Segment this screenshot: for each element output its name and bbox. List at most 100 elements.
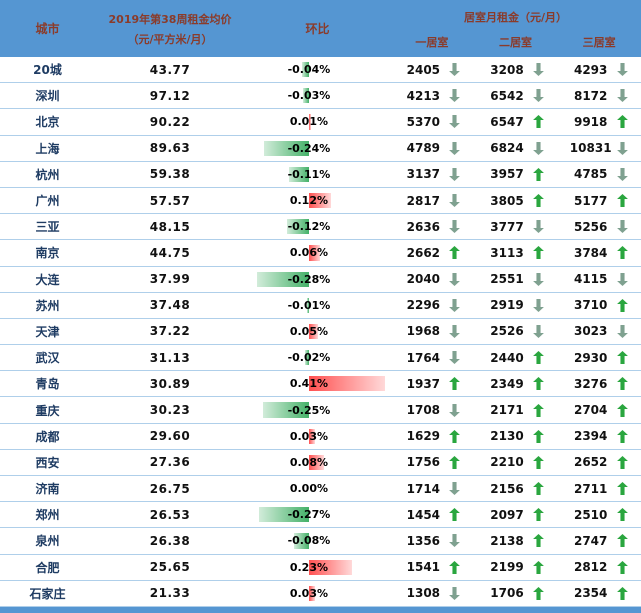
room3-rent: 3784 — [573, 245, 608, 260]
room2-rent: 2156 — [490, 481, 524, 496]
room3-cell: 2704 — [557, 403, 641, 417]
room2-cell: 2171 — [474, 403, 558, 417]
city-name: 泉州 — [35, 534, 60, 549]
city-name: 济南 — [35, 482, 60, 497]
room2-rent: 6547 — [490, 114, 524, 129]
room2-rent: 1706 — [490, 586, 524, 601]
room1-rent: 1714 — [406, 481, 441, 496]
room2-cell: 2440 — [474, 351, 558, 365]
wow-bar-area: 0.41% — [257, 375, 385, 392]
avg-rent-price: 30.89 — [149, 376, 191, 391]
up-arrow-icon — [530, 534, 547, 548]
room1-rent: 1629 — [406, 429, 441, 444]
room2-rent: 6542 — [490, 88, 524, 103]
down-arrow-icon — [446, 298, 463, 312]
city-name: 重庆 — [35, 403, 60, 418]
up-arrow-icon — [614, 482, 631, 496]
wow-cell: 0.08% — [245, 450, 390, 475]
city-name: 20城 — [33, 63, 62, 78]
city-name: 成都 — [35, 429, 60, 444]
wow-label: -0.27% — [287, 508, 331, 522]
avg-rent-price: 26.38 — [149, 533, 191, 548]
city-name: 石家庄 — [29, 586, 66, 601]
room1-rent: 1308 — [406, 586, 441, 601]
wow-label: 0.03% — [289, 586, 329, 600]
avg-rent-price: 30.23 — [149, 403, 191, 418]
room1-cell: 3137 — [390, 167, 474, 181]
table-row: 成都 29.60 0.03% 1629 2130 2394 — [0, 423, 641, 450]
down-arrow-icon — [446, 586, 463, 600]
wow-bar — [257, 271, 309, 287]
table-row: 西安 27.36 0.08% 1756 2210 2652 — [0, 449, 641, 476]
wow-label: -0.02% — [287, 351, 331, 365]
wow-label: 0.01% — [289, 115, 329, 129]
header-avg-price-line1: 2019年第38周租金均价 — [108, 12, 232, 26]
bottom-strip — [0, 606, 641, 613]
city-name: 苏州 — [35, 298, 60, 313]
table-row: 南京 44.75 0.06% 2662 3113 3784 — [0, 240, 641, 267]
room1-rent: 3137 — [406, 167, 441, 182]
wow-bar-area: -0.08% — [257, 532, 385, 549]
wow-cell: -0.04% — [245, 57, 390, 82]
header-avg-price-line2: （元/平方米/月） — [127, 32, 213, 46]
room3-rent: 3023 — [573, 324, 608, 339]
avg-rent-price: 26.75 — [149, 481, 191, 496]
room1-cell: 4789 — [390, 141, 474, 155]
wow-cell: -0.01% — [245, 293, 390, 318]
room1-rent: 2405 — [406, 62, 441, 77]
up-arrow-icon — [614, 194, 631, 208]
city-name: 北京 — [35, 115, 60, 130]
avg-rent-price: 43.77 — [149, 62, 191, 77]
wow-cell: 0.23% — [245, 555, 390, 580]
wow-bar-area: 0.05% — [257, 323, 385, 340]
down-arrow-icon — [530, 63, 547, 77]
room3-rent: 2930 — [573, 350, 608, 365]
room2-rent: 6824 — [490, 141, 524, 156]
down-arrow-icon — [530, 220, 547, 234]
avg-rent-price: 57.57 — [149, 193, 191, 208]
room3-rent: 2812 — [573, 560, 608, 575]
city-name: 广州 — [35, 194, 60, 209]
room2-rent: 2526 — [490, 324, 524, 339]
room1-rent: 1708 — [406, 403, 441, 418]
avg-rent-price: 37.99 — [149, 272, 191, 287]
wow-cell: 0.05% — [245, 319, 390, 344]
room3-rent: 5256 — [573, 219, 608, 234]
city-name: 三亚 — [35, 220, 60, 235]
room2-cell: 2210 — [474, 455, 558, 469]
wow-bar-area: 0.03% — [257, 585, 385, 602]
wow-label: 0.00% — [289, 482, 329, 496]
avg-rent-price: 29.60 — [149, 429, 191, 444]
room2-cell: 2551 — [474, 272, 558, 286]
room1-cell: 2296 — [390, 298, 474, 312]
down-arrow-icon — [530, 324, 547, 338]
down-arrow-icon — [530, 298, 547, 312]
wow-label: 0.12% — [289, 194, 329, 208]
table-row: 苏州 37.48 -0.01% 2296 2919 3710 — [0, 292, 641, 319]
header-rooms-group: 居室月租金（元/月） 一居室 二居室 三居室 — [390, 0, 641, 57]
room3-cell: 5177 — [557, 194, 641, 208]
city-name: 郑州 — [35, 508, 60, 523]
room2-cell: 6547 — [474, 115, 558, 129]
room3-rent: 4785 — [573, 167, 608, 182]
avg-rent-price: 26.53 — [149, 507, 191, 522]
table-row: 杭州 59.38 -0.11% 3137 3957 4785 — [0, 161, 641, 188]
room1-rent: 4213 — [406, 88, 441, 103]
up-arrow-icon — [530, 246, 547, 260]
table-row: 天津 37.22 0.05% 1968 2526 3023 — [0, 318, 641, 346]
up-arrow-icon — [614, 586, 631, 600]
wow-bar — [288, 166, 309, 182]
room1-cell: 1937 — [390, 377, 474, 391]
up-arrow-icon — [614, 508, 631, 522]
room1-rent: 2636 — [406, 219, 441, 234]
table-row: 石家庄 21.33 0.03% 1308 1706 2354 — [0, 580, 641, 607]
avg-rent-price: 89.63 — [149, 141, 191, 156]
up-arrow-icon — [530, 455, 547, 469]
avg-rent-price: 31.13 — [149, 350, 191, 365]
room1-cell: 2405 — [390, 63, 474, 77]
wow-bar — [308, 428, 315, 444]
wow-bar-area: 0.08% — [257, 454, 385, 471]
room3-cell: 2354 — [557, 586, 641, 600]
room1-rent: 1937 — [406, 376, 441, 391]
wow-bar-area: -0.12% — [257, 218, 385, 235]
